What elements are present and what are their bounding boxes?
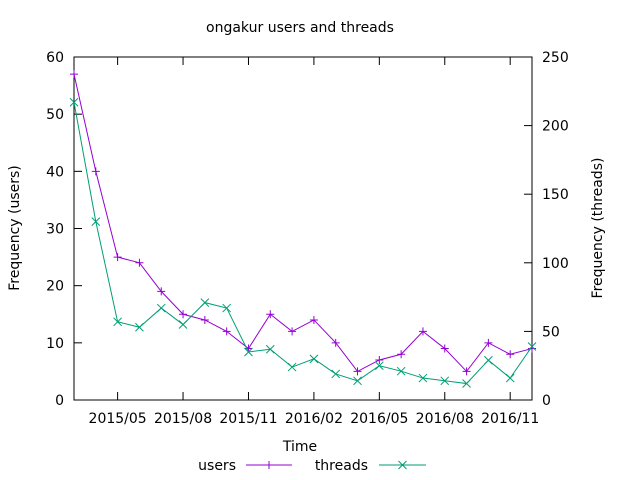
left-y-axis: 0 10 20 30 40 50 60 xyxy=(46,50,82,409)
left-tick-label: 60 xyxy=(46,50,64,66)
data-point-threads xyxy=(135,322,144,332)
right-tick-label: 100 xyxy=(542,256,569,272)
data-point-threads xyxy=(69,97,79,107)
x-tick-label: 2015/11 xyxy=(219,411,277,427)
data-point-threads xyxy=(91,217,101,226)
legend-label: threads xyxy=(315,458,368,474)
legend: users threads xyxy=(198,458,426,474)
data-point-threads xyxy=(353,376,362,386)
plot-frame xyxy=(73,56,533,401)
data-point-threads xyxy=(156,303,166,313)
data-point-users xyxy=(353,367,362,376)
left-tick-label: 0 xyxy=(55,393,64,409)
series-layer xyxy=(69,70,537,388)
x-tick-label: 2016/05 xyxy=(350,411,408,427)
data-point-threads xyxy=(527,342,537,351)
right-y-axis-title: Frequency (threads) xyxy=(590,158,606,299)
series-line-threads xyxy=(73,102,533,385)
data-point-users xyxy=(91,167,100,176)
x-tick-label: 2015/08 xyxy=(154,411,212,427)
data-point-users xyxy=(397,350,406,359)
data-point-users xyxy=(288,327,297,336)
data-point-threads xyxy=(505,373,515,383)
data-point-users xyxy=(506,350,515,359)
left-tick-label: 10 xyxy=(46,336,64,352)
data-point-threads xyxy=(178,320,188,329)
data-point-threads xyxy=(244,347,253,357)
data-point-threads xyxy=(222,303,232,313)
data-point-threads xyxy=(440,376,450,386)
series-users xyxy=(70,70,536,376)
data-point-threads xyxy=(374,361,384,371)
left-y-axis-title: Frequency (users) xyxy=(7,165,23,291)
data-point-users xyxy=(309,315,318,324)
series-threads xyxy=(69,97,537,388)
legend-label: users xyxy=(198,458,236,474)
data-point-users xyxy=(222,327,231,336)
data-point-threads xyxy=(396,366,406,376)
legend-item-threads: threads xyxy=(315,458,426,474)
x-tick-label: 2016/02 xyxy=(285,411,343,427)
data-point-users xyxy=(266,310,275,319)
right-tick-label: 0 xyxy=(542,393,551,409)
data-point-users xyxy=(179,310,188,319)
data-point-users xyxy=(440,344,449,353)
chart-title: ongakur users and threads xyxy=(206,20,394,36)
left-tick-label: 50 xyxy=(46,107,64,123)
x-tick-label: 2016/08 xyxy=(416,411,474,427)
data-point-threads xyxy=(113,317,122,327)
series-line-users xyxy=(73,74,533,373)
right-tick-label: 50 xyxy=(542,324,560,340)
left-tick-label: 20 xyxy=(46,279,64,295)
data-point-threads xyxy=(287,362,297,372)
left-tick-label: 40 xyxy=(46,164,64,180)
x-axis: 2015/05 2015/08 2015/11 2016/02 2016/05 2016/… xyxy=(89,57,539,427)
data-point-threads xyxy=(418,373,428,383)
data-point-threads xyxy=(265,344,275,354)
right-tick-label: 200 xyxy=(542,119,569,135)
data-point-users xyxy=(200,315,209,324)
legend-marker xyxy=(265,461,273,469)
data-point-users xyxy=(157,287,166,296)
data-point-threads xyxy=(200,298,210,307)
data-point-threads xyxy=(309,354,319,364)
x-tick-label: 2016/11 xyxy=(481,411,539,427)
data-point-users xyxy=(462,367,471,376)
data-point-users xyxy=(375,355,384,364)
x-axis-title: Time xyxy=(282,439,317,455)
data-point-threads xyxy=(331,369,341,379)
data-point-users xyxy=(113,253,122,262)
data-point-users xyxy=(331,338,340,347)
right-tick-label: 150 xyxy=(542,187,569,203)
data-point-threads xyxy=(462,379,471,388)
x-tick-label: 2015/05 xyxy=(89,411,147,427)
legend-marker xyxy=(398,460,407,470)
right-tick-label: 250 xyxy=(542,50,569,66)
legend-item-users: users xyxy=(198,458,292,474)
data-point-threads xyxy=(484,355,493,365)
data-point-users xyxy=(418,327,427,336)
data-point-users xyxy=(70,70,78,79)
data-point-users xyxy=(135,258,144,267)
data-point-users xyxy=(484,338,493,347)
left-tick-label: 30 xyxy=(46,222,64,238)
right-y-axis: 0 50 100 150 200 250 xyxy=(524,50,569,409)
